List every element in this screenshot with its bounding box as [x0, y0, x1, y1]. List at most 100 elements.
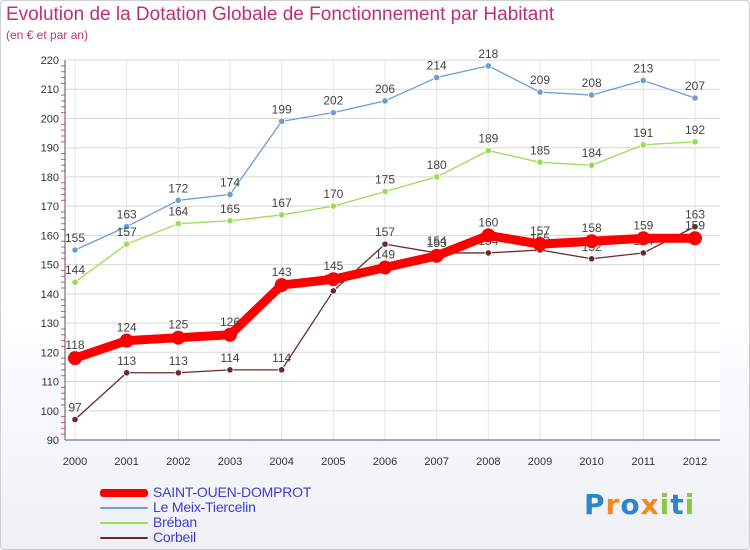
data-label: 207: [685, 79, 705, 93]
data-point: [123, 240, 131, 248]
data-label: 155: [65, 231, 85, 245]
data-point: [174, 196, 182, 204]
data-label: 185: [530, 143, 550, 157]
data-label: 189: [478, 132, 498, 146]
data-point: [226, 190, 234, 199]
data-point: [484, 147, 492, 155]
data-label: 125: [168, 318, 188, 332]
y-tick-label: 130: [41, 318, 59, 330]
data-point: [71, 415, 79, 424]
data-point: [533, 237, 547, 252]
data-point: [588, 161, 596, 169]
data-point: [174, 369, 182, 377]
data-point: [123, 223, 131, 231]
logo-letter: o: [620, 488, 641, 521]
data-label: 159: [633, 218, 653, 232]
logo-letter: t: [670, 488, 685, 521]
logo-letter: r: [605, 488, 621, 521]
data-label: 159: [685, 218, 705, 232]
data-point: [691, 223, 699, 231]
data-point: [588, 91, 596, 99]
data-label: 149: [375, 248, 395, 262]
logo-letter: i: [684, 488, 696, 521]
x-tick-label: 2009: [528, 456, 552, 468]
data-point: [691, 138, 699, 146]
data-point: [119, 333, 134, 348]
data-label: 97: [68, 401, 82, 415]
data-point: [278, 117, 286, 125]
data-label: 184: [582, 146, 602, 160]
data-point: [326, 272, 341, 287]
logo-letter: P: [584, 488, 606, 521]
data-point: [123, 369, 131, 377]
x-tick-label: 2008: [476, 456, 500, 468]
data-label: 163: [685, 208, 705, 222]
y-tick-label: 100: [41, 406, 59, 418]
data-label: 157: [530, 224, 550, 238]
data-point: [381, 97, 389, 105]
data-point: [588, 255, 596, 263]
chart-subtitle: (en € et par an): [6, 28, 89, 42]
data-point: [484, 62, 492, 70]
data-point: [71, 246, 79, 254]
plot-area: [65, 60, 720, 440]
data-label: 163: [117, 208, 137, 222]
x-tick-label: 2011: [632, 456, 656, 468]
x-tick-label: 2010: [579, 456, 603, 468]
y-tick-label: 110: [41, 377, 59, 389]
data-label: 167: [272, 196, 292, 210]
legend-swatch-le-meix-tiercelin: [100, 506, 148, 509]
data-label: 213: [633, 61, 653, 75]
data-label: 114: [220, 351, 239, 365]
data-label: 192: [685, 123, 705, 137]
data-point: [174, 220, 182, 228]
y-tick-label: 120: [41, 347, 59, 359]
y-tick-label: 190: [41, 143, 59, 155]
data-point: [378, 260, 392, 275]
data-point: [381, 240, 389, 248]
legend-label-breban: Bréban: [153, 514, 197, 530]
data-point: [691, 94, 699, 102]
data-point: [536, 88, 544, 96]
y-tick-label: 220: [41, 55, 59, 67]
x-tick-label: 2007: [424, 456, 448, 468]
data-point: [226, 217, 234, 225]
data-label: 209: [530, 73, 550, 87]
y-tick-label: 140: [41, 289, 59, 301]
legend-swatch-corbeil: [100, 536, 148, 539]
legend-swatch-saint-ouen-domprot: [100, 488, 148, 497]
data-point: [68, 351, 82, 366]
data-label: 153: [427, 236, 447, 250]
data-point: [274, 278, 289, 293]
data-point: [688, 231, 702, 246]
data-label: 157: [375, 225, 395, 239]
data-point: [639, 249, 647, 257]
legend-label-saint-ouen-domprot: SAINT-OUEN-DOMPROT: [153, 484, 312, 500]
data-label: 180: [427, 158, 447, 172]
data-point: [639, 141, 647, 149]
data-point: [329, 287, 337, 295]
data-point: [481, 228, 496, 243]
x-tick-label: 2002: [166, 456, 190, 468]
data-point: [536, 158, 544, 166]
y-tick-label: 210: [41, 84, 59, 96]
data-point: [329, 202, 337, 210]
data-label: 113: [117, 354, 136, 368]
data-label: 160: [478, 215, 498, 229]
data-label: 202: [323, 94, 343, 108]
legend-label-le-meix-tiercelin: Le Meix-Tiercelin: [153, 499, 256, 515]
data-point: [381, 187, 389, 196]
data-point: [223, 327, 237, 342]
y-tick-label: 90: [47, 435, 59, 447]
data-point: [429, 248, 444, 263]
data-label: 113: [169, 354, 188, 368]
data-label: 172: [168, 181, 188, 195]
proxiti-logo: Proxiti: [584, 488, 695, 521]
data-label: 191: [633, 126, 653, 140]
y-tick-label: 170: [41, 201, 59, 213]
data-label: 199: [272, 102, 292, 116]
x-tick-label: 2001: [114, 456, 138, 468]
data-label: 114: [272, 351, 291, 365]
logo-letter: i: [659, 488, 671, 521]
